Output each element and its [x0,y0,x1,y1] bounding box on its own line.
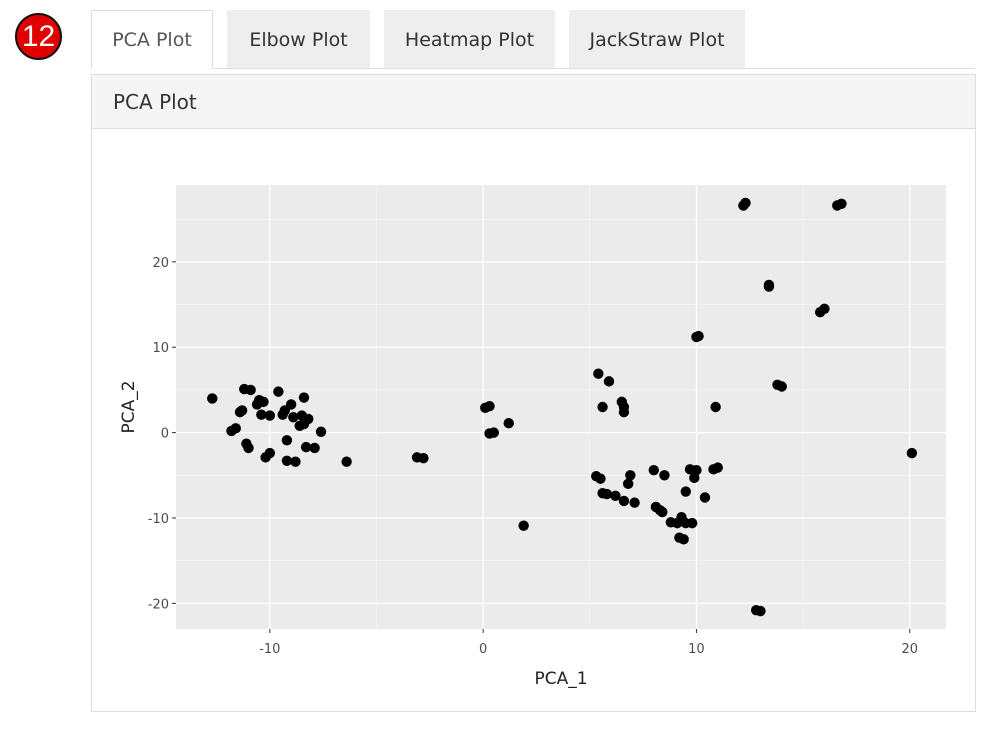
data-point [593,368,604,379]
tab-elbow-plot[interactable]: Elbow Plot [227,10,370,68]
tick-label-x: -10 [259,642,280,657]
data-point [680,486,691,497]
pca-plot-panel: PCA Plot -10 0 10 20 -20 -10 0 10 20 PCA_1 PCA_2 [91,74,976,712]
data-point [618,406,630,418]
data-point [315,426,327,437]
tick-label-x: 20 [901,642,918,657]
data-point [230,423,241,434]
pca-scatter-plot: -10 0 10 20 -20 -10 0 10 20 PCA_1 PCA_2 [119,185,946,689]
y-axis-title: PCA_2 [119,380,139,433]
data-point [309,442,320,454]
data-point [300,441,312,453]
data-point [488,427,500,438]
data-point [243,442,254,454]
data-point [281,455,293,466]
data-point [418,453,429,464]
data-point [836,198,847,209]
data-point [236,405,248,416]
data-point [256,409,267,420]
tab-pca-plot[interactable]: PCA Plot [91,10,213,69]
data-point [484,400,495,412]
data-point [601,488,613,500]
data-point [610,490,621,501]
step-number-badge: 12 [15,13,62,60]
tab-heatmap-plot[interactable]: Heatmap Plot [384,10,555,68]
data-point [755,605,766,617]
tick-label-x: 0 [479,642,487,657]
data-point [597,401,608,413]
plot-background [176,185,946,629]
data-point [618,495,630,507]
data-point [264,410,276,421]
data-point [699,492,711,503]
data-point [648,464,659,476]
tick-label-x: 10 [688,642,705,657]
data-point [285,399,297,410]
data-point [281,435,293,446]
data-point [740,197,751,209]
data-point [503,418,514,429]
data-point [622,478,634,490]
tab-jackstraw-plot[interactable]: JackStraw Plot [569,10,745,68]
data-point [629,497,640,508]
data-point [290,456,301,467]
data-point [603,376,615,387]
tick-label-y: -20 [148,597,169,612]
data-point [693,330,704,342]
data-point [288,412,299,423]
tick-label-y: -10 [148,512,169,527]
data-point [819,303,830,315]
data-point [906,447,918,459]
data-point [245,384,256,396]
data-point [710,401,721,413]
data-point [298,392,310,403]
tick-label-y: 0 [161,427,169,442]
tab-bar: PCA Plot Elbow Plot Heatmap Plot JackStr… [91,10,975,69]
data-point [273,386,284,397]
data-point [776,381,787,392]
data-point [341,456,352,467]
x-axis-title: PCA_1 [534,669,587,689]
data-point [678,534,689,545]
data-point [686,517,698,529]
data-point [207,393,218,404]
data-point [659,470,670,481]
tick-label-y: 10 [152,341,169,356]
panel-title: PCA Plot [92,75,975,129]
data-point [691,464,702,476]
data-point [518,520,529,531]
data-point [595,473,606,484]
data-point [712,462,723,473]
data-point [258,396,269,408]
tick-label-y: 20 [152,256,169,271]
data-point [763,279,775,291]
data-point [264,447,276,459]
data-point [657,506,668,518]
data-point [303,413,314,425]
data-point [625,470,636,481]
